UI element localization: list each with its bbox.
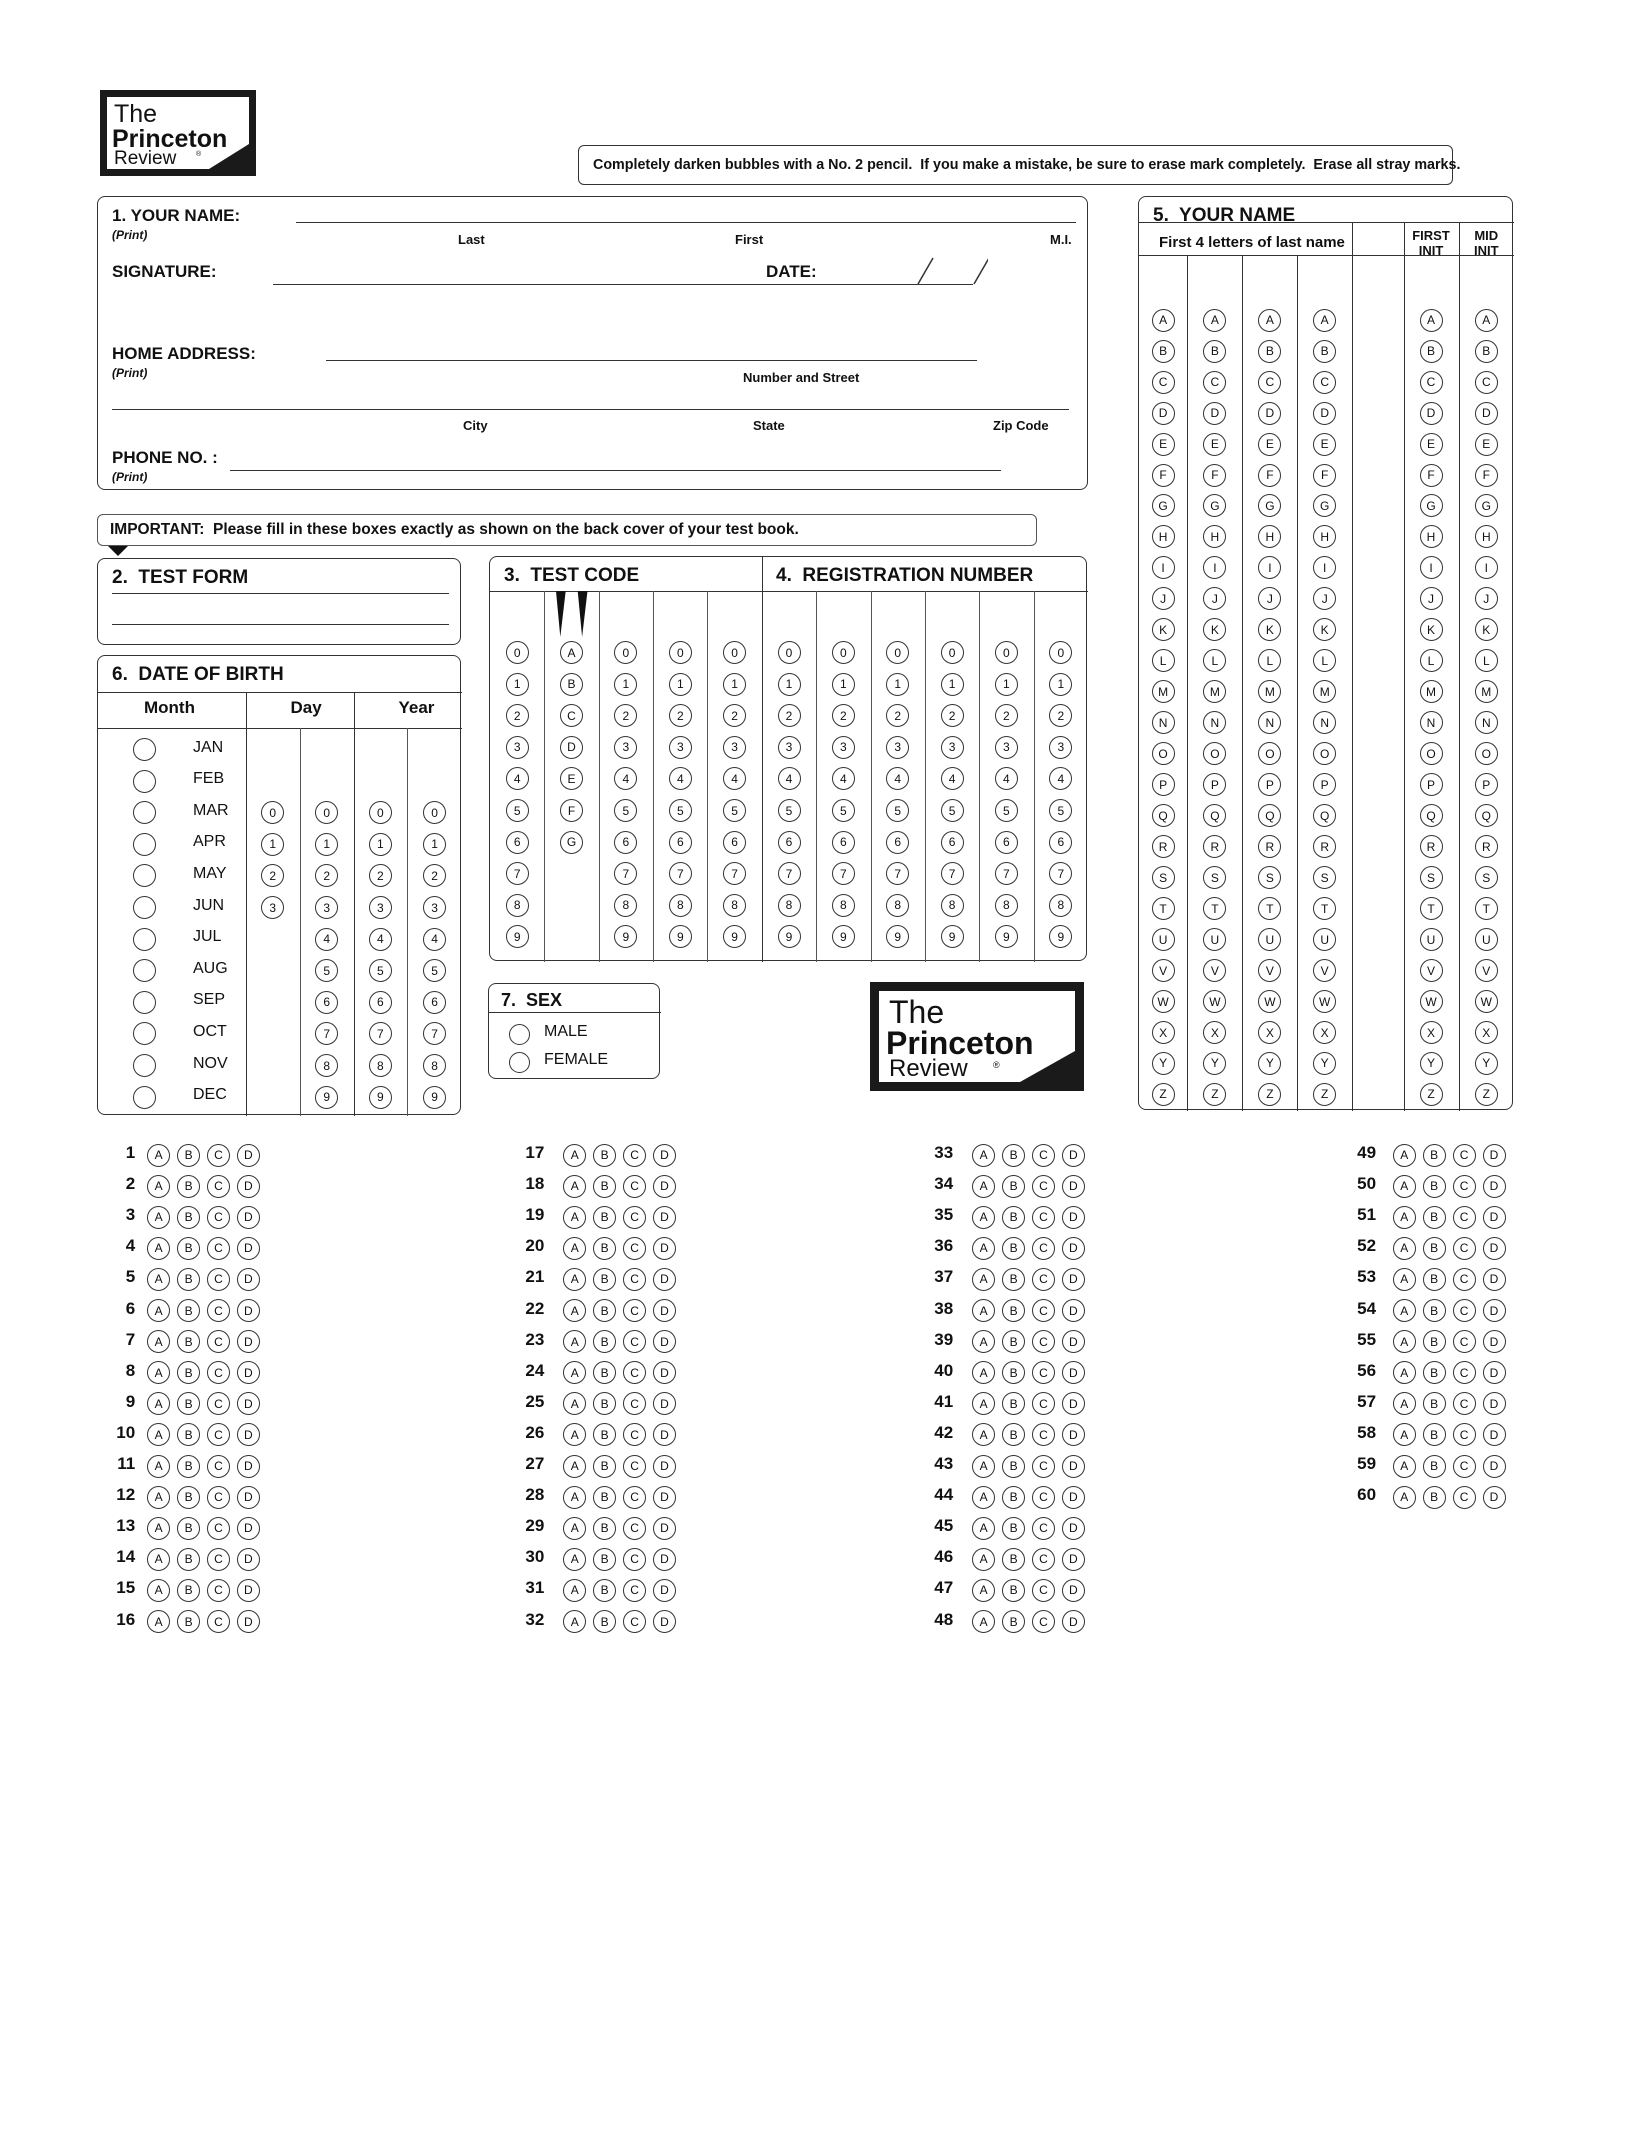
- svg-text:®: ®: [196, 150, 202, 158]
- svg-text:The: The: [114, 100, 157, 128]
- svg-text:Review: Review: [889, 1055, 968, 1082]
- svg-text:®: ®: [993, 1060, 1000, 1070]
- svg-text:Review: Review: [114, 148, 177, 169]
